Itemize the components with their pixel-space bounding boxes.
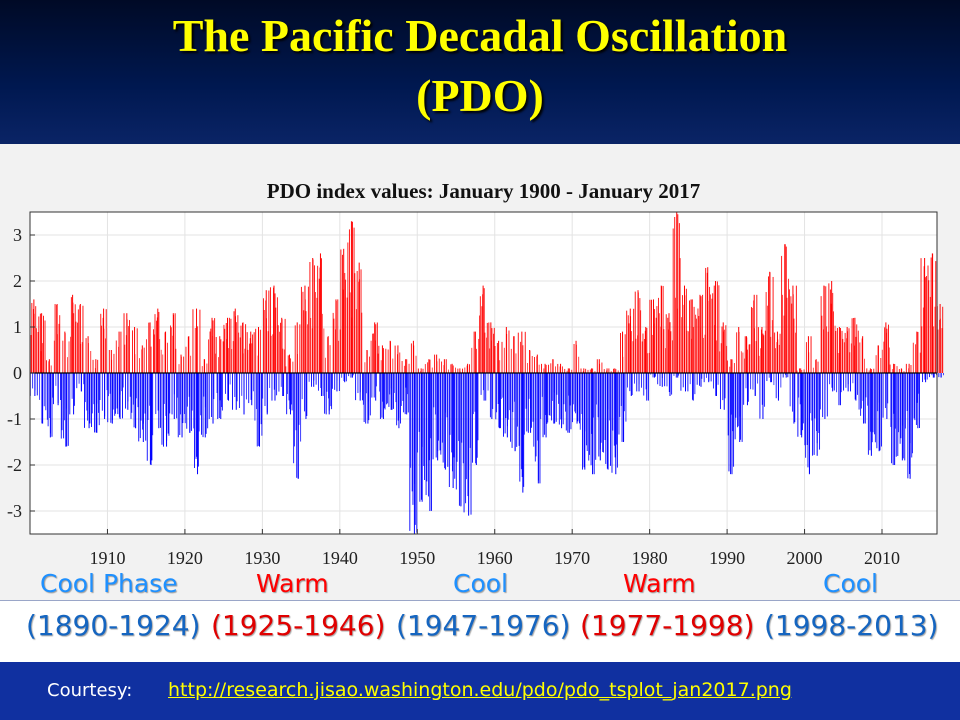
x-tick-label: 1990 <box>709 548 745 568</box>
phase-name-warm-1: Warm <box>256 569 329 598</box>
footer-bar: Courtesy: http://research.jisao.washingt… <box>0 662 960 720</box>
phase-name-cool-3: Cool <box>823 569 878 598</box>
y-tick-label: -3 <box>7 501 22 521</box>
x-tick-label: 1950 <box>399 548 435 568</box>
chart-title: PDO index values: January 1900 - January… <box>267 179 700 203</box>
y-tick-label: -1 <box>7 409 22 429</box>
x-tick-label: 1960 <box>477 548 513 568</box>
phase-name-warm-2: Warm <box>623 569 696 598</box>
phase-years-1: (1890-1924) <box>26 609 201 642</box>
source-link[interactable]: http://research.jisao.washington.edu/pdo… <box>168 679 792 701</box>
phase-name-cool-2: Cool <box>453 569 508 598</box>
phase-years-4: (1977-1998) <box>580 609 755 642</box>
pdo-chart: 1910 1920 1930 1940 1950 1960 1970 1980 1990 2000… <box>7 179 944 568</box>
y-tick-label: 2 <box>13 271 22 291</box>
x-tick-label: 1920 <box>167 548 203 568</box>
phase-names-row: Cool Phase Warm Cool Warm Cool <box>0 567 960 601</box>
phase-years-2: (1925-1946) <box>211 609 386 642</box>
y-tick-label: 3 <box>13 225 22 245</box>
x-tick-label: 2000 <box>787 548 823 568</box>
y-tick-label: 1 <box>13 317 22 337</box>
x-tick-label: 1980 <box>632 548 668 568</box>
x-tick-label: 1910 <box>89 548 125 568</box>
phase-years-5: (1998-2013) <box>764 609 939 642</box>
phase-years-row: (1890-1924) (1925-1946) (1947-1976) (197… <box>0 606 960 646</box>
slide-title-line-1: The Pacific Decadal Oscillation <box>172 10 788 61</box>
slide-title-line-2: (PDO) <box>416 70 544 121</box>
phase-name-cool-phase: Cool Phase <box>40 569 178 598</box>
x-tick-label: 1930 <box>244 548 280 568</box>
phase-years-3: (1947-1976) <box>396 609 571 642</box>
phase-years-band <box>0 600 960 663</box>
y-tick-label: 0 <box>13 363 22 383</box>
title-banner: The Pacific Decadal Oscillation (PDO) <box>0 0 960 144</box>
x-tick-label: 2010 <box>864 548 900 568</box>
x-tick-label: 1940 <box>322 548 358 568</box>
slide-title: The Pacific Decadal Oscillation (PDO) <box>0 6 960 126</box>
x-tick-label: 1970 <box>554 548 590 568</box>
y-tick-label: -2 <box>7 455 22 475</box>
courtesy-label: Courtesy: <box>47 680 133 701</box>
